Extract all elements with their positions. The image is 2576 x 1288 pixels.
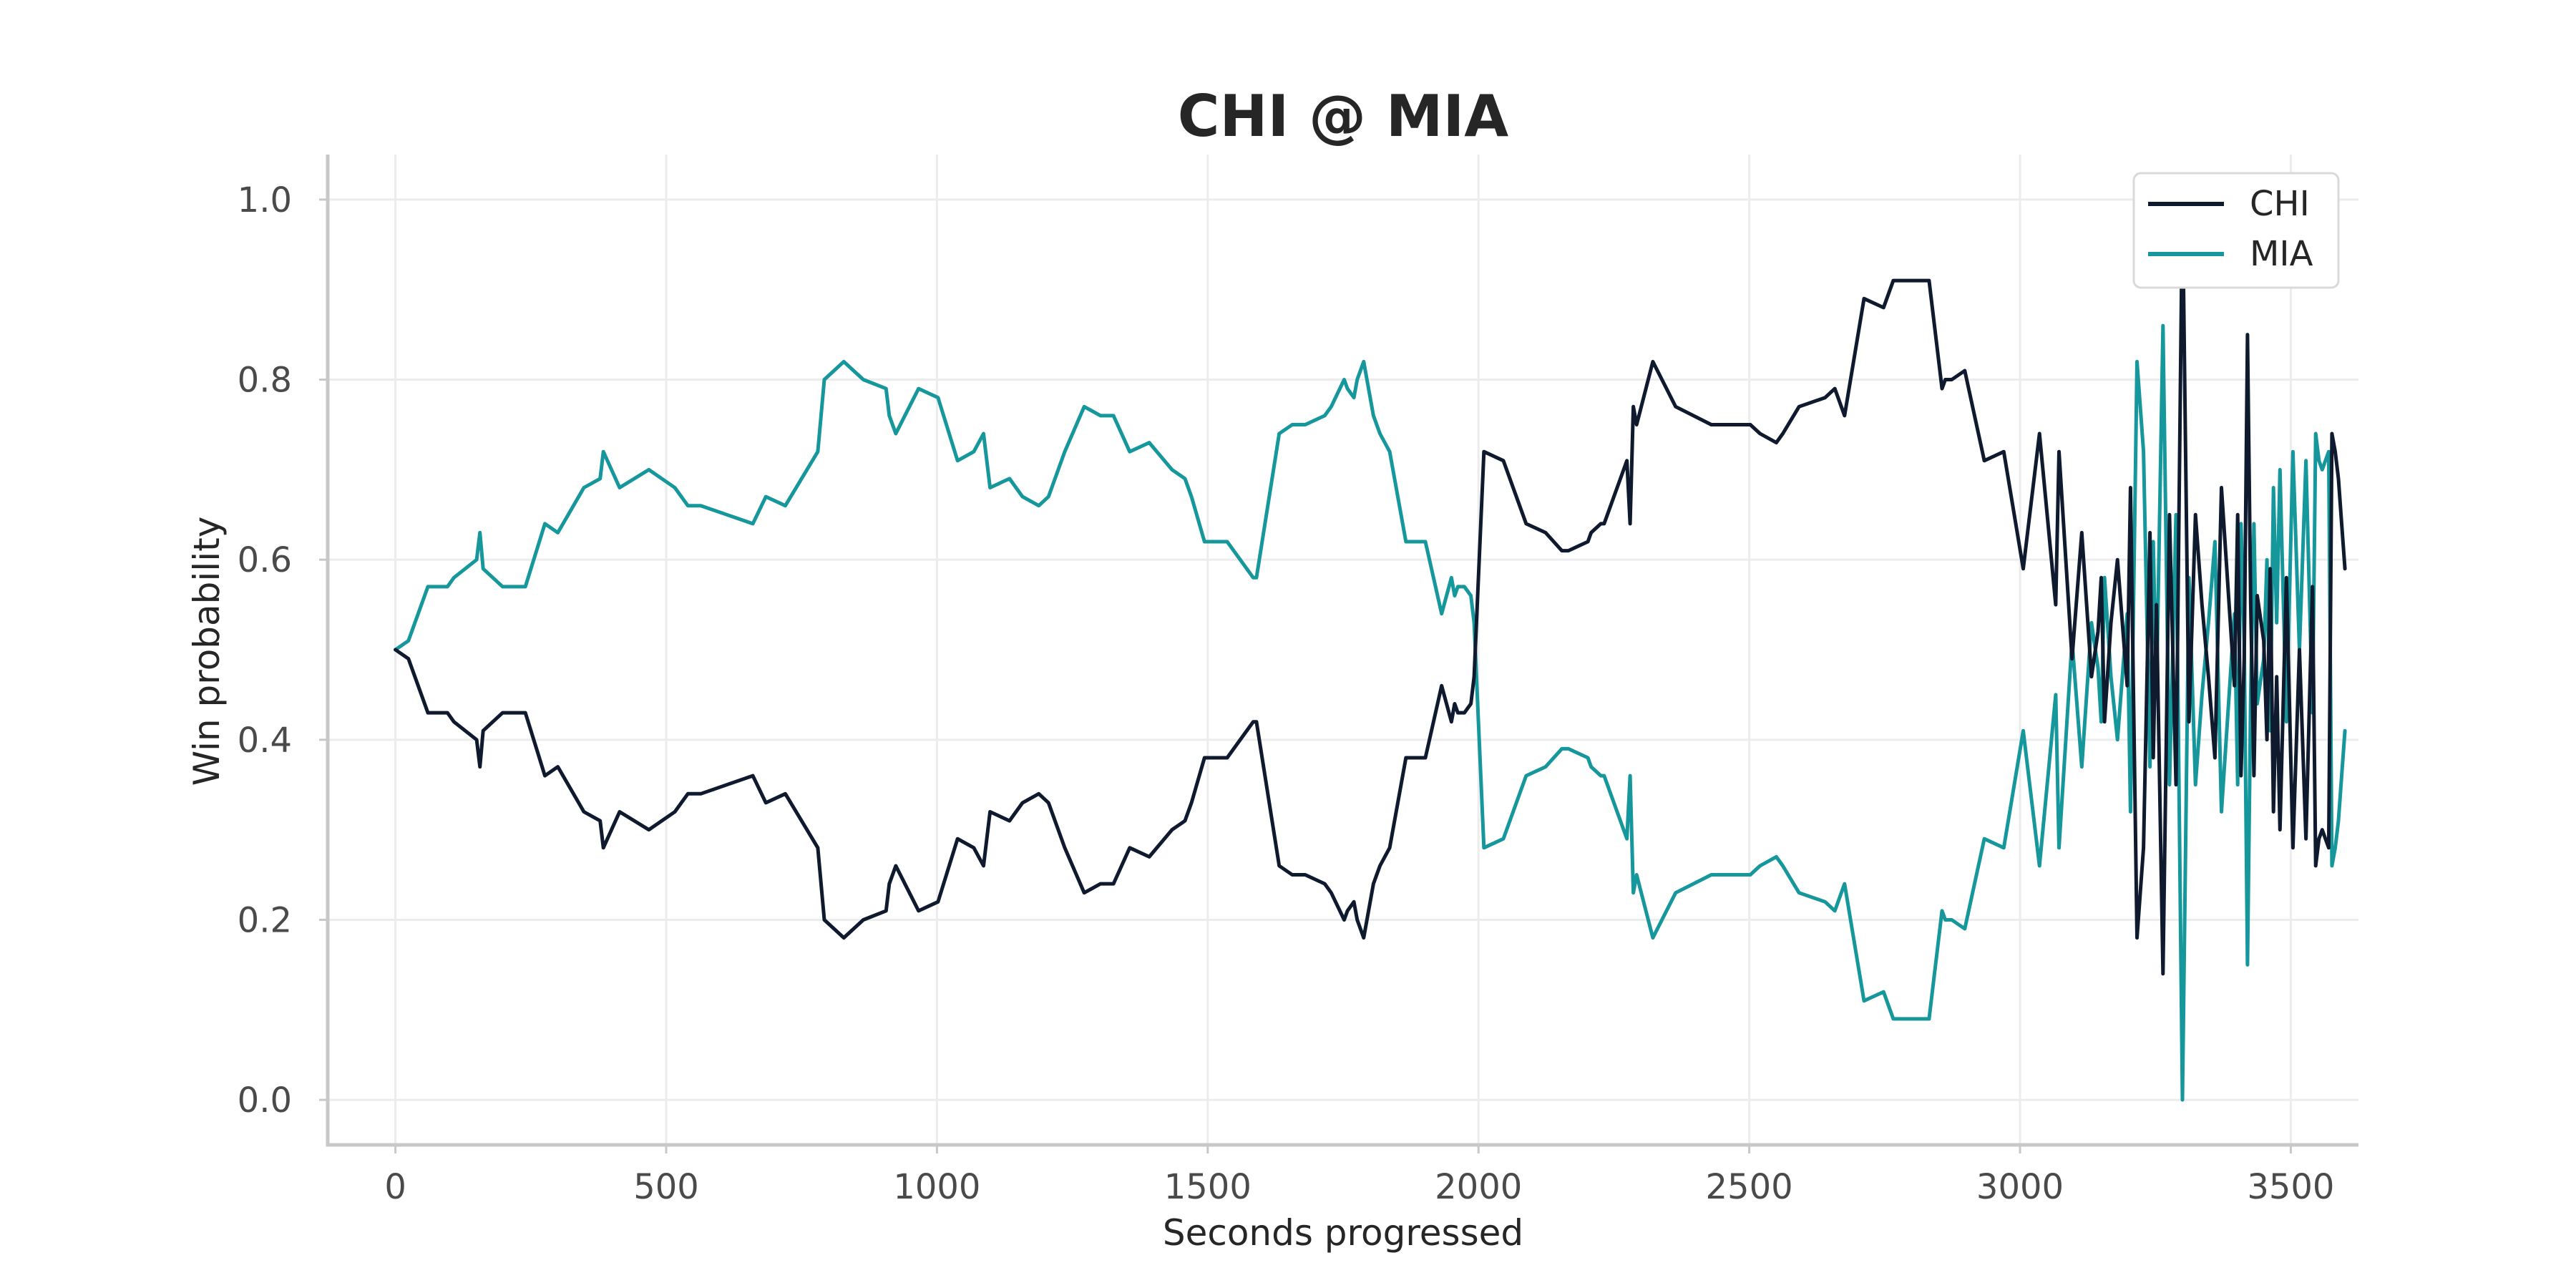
x-tick-label: 3500 (2247, 1167, 2334, 1207)
x-tick-label: 0 (384, 1167, 406, 1207)
x-tick-label: 500 (633, 1167, 699, 1207)
chart-title: CHI @ MIA (1178, 83, 1509, 150)
x-tick-label: 1500 (1164, 1167, 1252, 1207)
y-tick-label: 1.0 (238, 180, 292, 220)
series-lines (394, 197, 2347, 1102)
axes (326, 155, 2358, 1147)
y-tick-label: 0.4 (238, 721, 292, 761)
series-line-chi (394, 197, 2347, 976)
x-tick-label: 2000 (1435, 1167, 1522, 1207)
legend: CHI MIA (2132, 172, 2340, 289)
y-axis-label: Win probability (186, 517, 228, 786)
x-tick-label: 3000 (1976, 1167, 2064, 1207)
tick-labels: 0 500 1000 1500 2000 2500 3000 3500 0.0 0.2 0.4 0.6… (238, 180, 2335, 1207)
x-axis-label: Seconds progressed (1163, 1212, 1523, 1254)
legend-label-mia: MIA (2250, 234, 2313, 274)
y-tick-label: 0.8 (238, 361, 292, 401)
x-tick-label: 2500 (1706, 1167, 1793, 1207)
y-tick-label: 0.0 (238, 1080, 292, 1121)
y-tick-label: 0.2 (238, 900, 292, 940)
legend-label-chi: CHI (2250, 184, 2310, 224)
y-tick-label: 0.6 (238, 540, 292, 580)
x-tick-label: 1000 (893, 1167, 980, 1207)
axis-spines (326, 155, 2358, 1147)
